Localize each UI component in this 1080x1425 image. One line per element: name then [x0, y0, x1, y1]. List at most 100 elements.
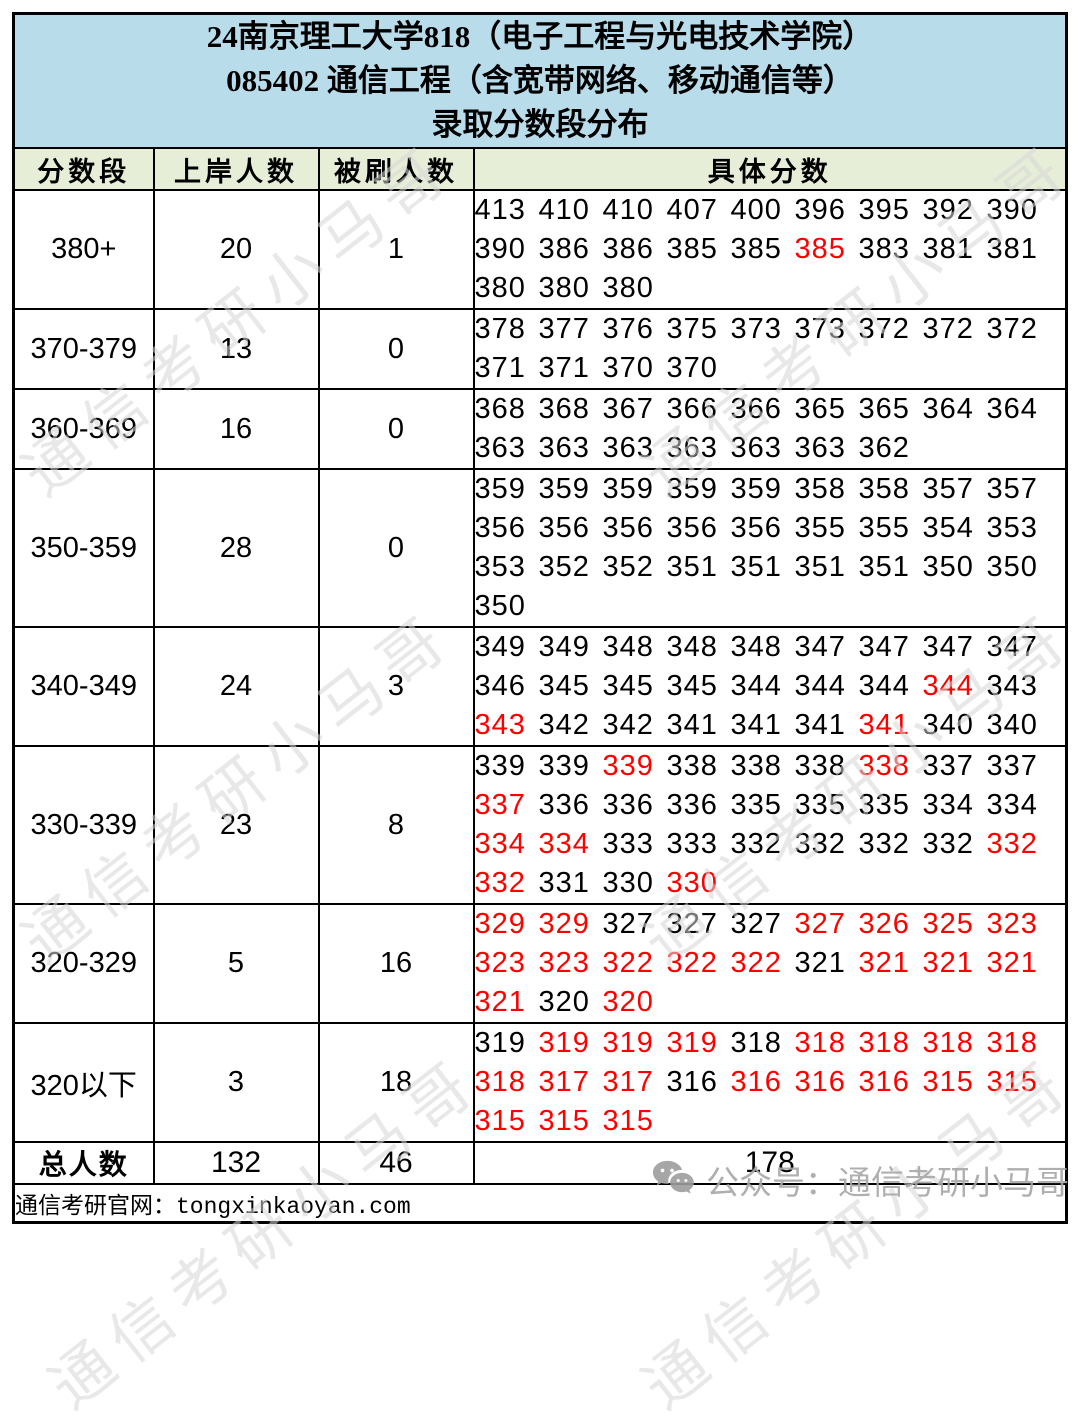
- score-value: 373: [794, 313, 846, 345]
- score-value: 337: [986, 750, 1038, 782]
- score-value: 354: [922, 512, 974, 544]
- score-value: 371: [538, 352, 590, 384]
- cell-score-range: 320-329: [12, 903, 155, 1024]
- score-line: 343 342 342 341 341 341 341 340 340: [475, 706, 1066, 745]
- score-value: 337: [922, 750, 974, 782]
- score-range-row: 380+ 20 1 413 410 410 407 400 396 395 392 390 390 386…: [12, 189, 1068, 310]
- score-value: 381: [922, 233, 974, 265]
- score-value: 363: [474, 432, 526, 464]
- score-value: 359: [474, 473, 526, 505]
- score-value: 410: [538, 194, 590, 226]
- score-value: 327: [730, 908, 782, 940]
- score-value: 363: [602, 432, 654, 464]
- cell-rejected-count: 1: [317, 189, 475, 310]
- score-value: 366: [730, 393, 782, 425]
- score-value-rejected: 344: [922, 670, 974, 702]
- score-line: 323 323 322 322 322 321 321 321 321: [475, 944, 1066, 983]
- score-range-row: 320以下 3 18 319 319 319 319 318 318 318 318 318 318 31…: [12, 1022, 1068, 1143]
- cell-score-range: 360-369: [12, 388, 155, 470]
- score-value-rejected: 330: [666, 867, 718, 899]
- score-value-rejected: 343: [474, 709, 526, 741]
- score-value: 364: [986, 393, 1038, 425]
- score-value: 330: [602, 867, 654, 899]
- score-value: 364: [922, 393, 974, 425]
- score-value-rejected: 318: [858, 1027, 910, 1059]
- score-value: 365: [794, 393, 846, 425]
- score-value-rejected: 322: [666, 947, 718, 979]
- score-value: 341: [794, 709, 846, 741]
- score-value-rejected: 326: [858, 908, 910, 940]
- score-value: 385: [666, 233, 718, 265]
- score-range-row: 330-339 23 8 339 339 339 338 338 338 338 337 337 337…: [12, 745, 1068, 905]
- cell-admitted-count: 24: [152, 626, 320, 747]
- score-value: 352: [538, 551, 590, 583]
- total-rejected: 46: [317, 1141, 475, 1185]
- score-value-rejected: 334: [538, 828, 590, 860]
- score-value: 353: [986, 512, 1038, 544]
- score-value: 376: [602, 313, 654, 345]
- header-specific-scores: 具体分数: [472, 147, 1068, 191]
- score-value-rejected: 318: [794, 1027, 846, 1059]
- score-value-rejected: 315: [474, 1105, 526, 1137]
- score-value: 357: [986, 473, 1038, 505]
- cell-specific-scores: 413 410 410 407 400 396 395 392 390 390 386 386 385 3…: [472, 189, 1068, 310]
- score-value: 383: [858, 233, 910, 265]
- score-line: 368 368 367 366 366 365 365 364 364: [475, 390, 1066, 429]
- cell-admitted-count: 28: [152, 468, 320, 628]
- score-value-rejected: 320: [602, 986, 654, 1018]
- header-row: 分数段 上岸人数 被刷人数 具体分数: [12, 147, 1068, 191]
- score-line: 332 331 330 330: [475, 864, 1066, 903]
- score-value: 351: [794, 551, 846, 583]
- score-value-rejected: 334: [474, 828, 526, 860]
- score-range-row: 320-329 5 16 329 329 327 327 327 327 326 325 323 323…: [12, 903, 1068, 1024]
- score-value: 344: [730, 670, 782, 702]
- score-value: 333: [602, 828, 654, 860]
- score-line: 371 371 370 370: [475, 349, 1066, 388]
- score-value: 336: [538, 789, 590, 821]
- score-value: 363: [730, 432, 782, 464]
- score-value: 350: [474, 590, 526, 622]
- score-value: 340: [922, 709, 974, 741]
- score-value: 356: [538, 512, 590, 544]
- score-value: 385: [730, 233, 782, 265]
- cell-rejected-count: 3: [317, 626, 475, 747]
- score-value: 362: [858, 432, 910, 464]
- score-value-rejected: 317: [602, 1066, 654, 1098]
- score-value: 359: [730, 473, 782, 505]
- footer-site-url: 通信考研官网：tongxinkaoyan.com: [12, 1183, 1068, 1224]
- score-value: 351: [858, 551, 910, 583]
- score-value-rejected: 315: [986, 1066, 1038, 1098]
- title-line-1: 24南京理工大学818（电子工程与光电技术学院）: [206, 19, 874, 54]
- score-value: 338: [794, 750, 846, 782]
- header-rejected-count: 被刷人数: [317, 147, 475, 191]
- cell-specific-scores: 368 368 367 366 366 365 365 364 364 363 363 363 363 3…: [472, 388, 1068, 470]
- score-value: 357: [922, 473, 974, 505]
- score-value: 348: [730, 631, 782, 663]
- score-value: 349: [538, 631, 590, 663]
- total-label: 总人数: [12, 1141, 155, 1185]
- score-value: 363: [794, 432, 846, 464]
- score-value: 358: [858, 473, 910, 505]
- score-value-rejected: 338: [858, 750, 910, 782]
- score-value: 346: [474, 670, 526, 702]
- score-value: 341: [730, 709, 782, 741]
- score-value-rejected: 329: [474, 908, 526, 940]
- score-value-rejected: 337: [474, 789, 526, 821]
- score-line: 350: [475, 587, 1066, 626]
- score-value: 345: [602, 670, 654, 702]
- score-value: 400: [730, 194, 782, 226]
- score-value: 344: [858, 670, 910, 702]
- total-combined: 178: [472, 1141, 1068, 1185]
- score-value: 390: [474, 233, 526, 265]
- score-value: 358: [794, 473, 846, 505]
- score-value: 332: [730, 828, 782, 860]
- score-value: 334: [986, 789, 1038, 821]
- score-line: 321 320 320: [475, 983, 1066, 1022]
- score-value: 344: [794, 670, 846, 702]
- score-sheet: 24南京理工大学818（电子工程与光电技术学院） 085402 通信工程（含宽带…: [12, 12, 1068, 1224]
- score-value: 396: [794, 194, 846, 226]
- score-value: 363: [666, 432, 718, 464]
- header-admitted-count: 上岸人数: [152, 147, 320, 191]
- score-value-rejected: 321: [922, 947, 974, 979]
- score-value: 381: [986, 233, 1038, 265]
